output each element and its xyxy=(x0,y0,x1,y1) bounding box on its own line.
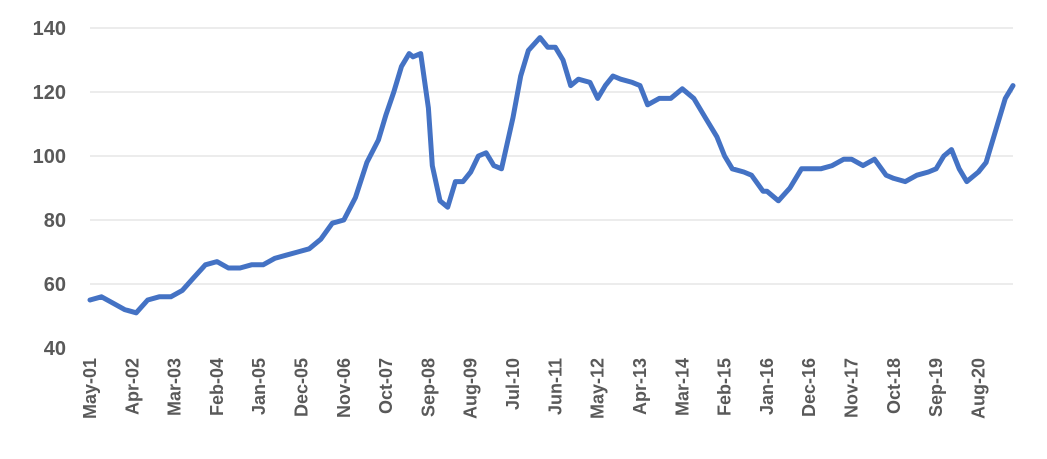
x-tick-label: Apr-02 xyxy=(122,358,142,415)
x-tick-label: Dec-05 xyxy=(292,358,312,417)
x-tick-label: Oct-07 xyxy=(376,358,396,414)
x-tick-label: Mar-03 xyxy=(165,358,185,416)
x-tick-label: Apr-13 xyxy=(630,358,650,415)
x-tick-label: Feb-04 xyxy=(207,358,227,416)
gridlines xyxy=(90,27,1013,285)
x-tick-label: Feb-15 xyxy=(715,358,735,416)
x-tick-label: Nov-06 xyxy=(334,358,354,418)
x-tick-label: Dec-16 xyxy=(799,358,819,417)
x-tick-label: Jan-16 xyxy=(757,358,777,415)
x-tick-label: Sep-19 xyxy=(926,358,946,417)
y-tick-label: 40 xyxy=(44,338,66,360)
y-tick-label: 140 xyxy=(33,18,66,40)
x-tick-label: Aug-20 xyxy=(968,358,988,419)
x-tick-label: Oct-18 xyxy=(884,358,904,414)
x-tick-label: May-12 xyxy=(588,358,608,419)
x-tick-label: Jul-10 xyxy=(503,358,523,410)
x-tick-label: Aug-09 xyxy=(461,358,481,419)
x-tick-label: Jan-05 xyxy=(249,358,269,415)
y-tick-label: 120 xyxy=(33,82,66,104)
x-axis-ticks: May-01 Apr-02 Mar-03 Feb-04 Jan-05 Dec-05 Nov-… xyxy=(80,358,988,419)
y-tick-label: 60 xyxy=(44,274,66,296)
x-tick-label: Sep-08 xyxy=(418,358,438,417)
y-tick-label: 100 xyxy=(33,146,66,168)
x-tick-label: Mar-14 xyxy=(672,358,692,416)
y-axis-ticks: 40 60 80 100 120 140 xyxy=(33,18,66,360)
data-series xyxy=(87,35,1016,316)
x-tick-label: May-01 xyxy=(80,358,100,419)
x-tick-label: Nov-17 xyxy=(841,358,861,418)
series-line-0 xyxy=(87,35,1016,316)
y-tick-label: 80 xyxy=(44,210,66,232)
x-tick-label: Jun-11 xyxy=(545,358,565,415)
